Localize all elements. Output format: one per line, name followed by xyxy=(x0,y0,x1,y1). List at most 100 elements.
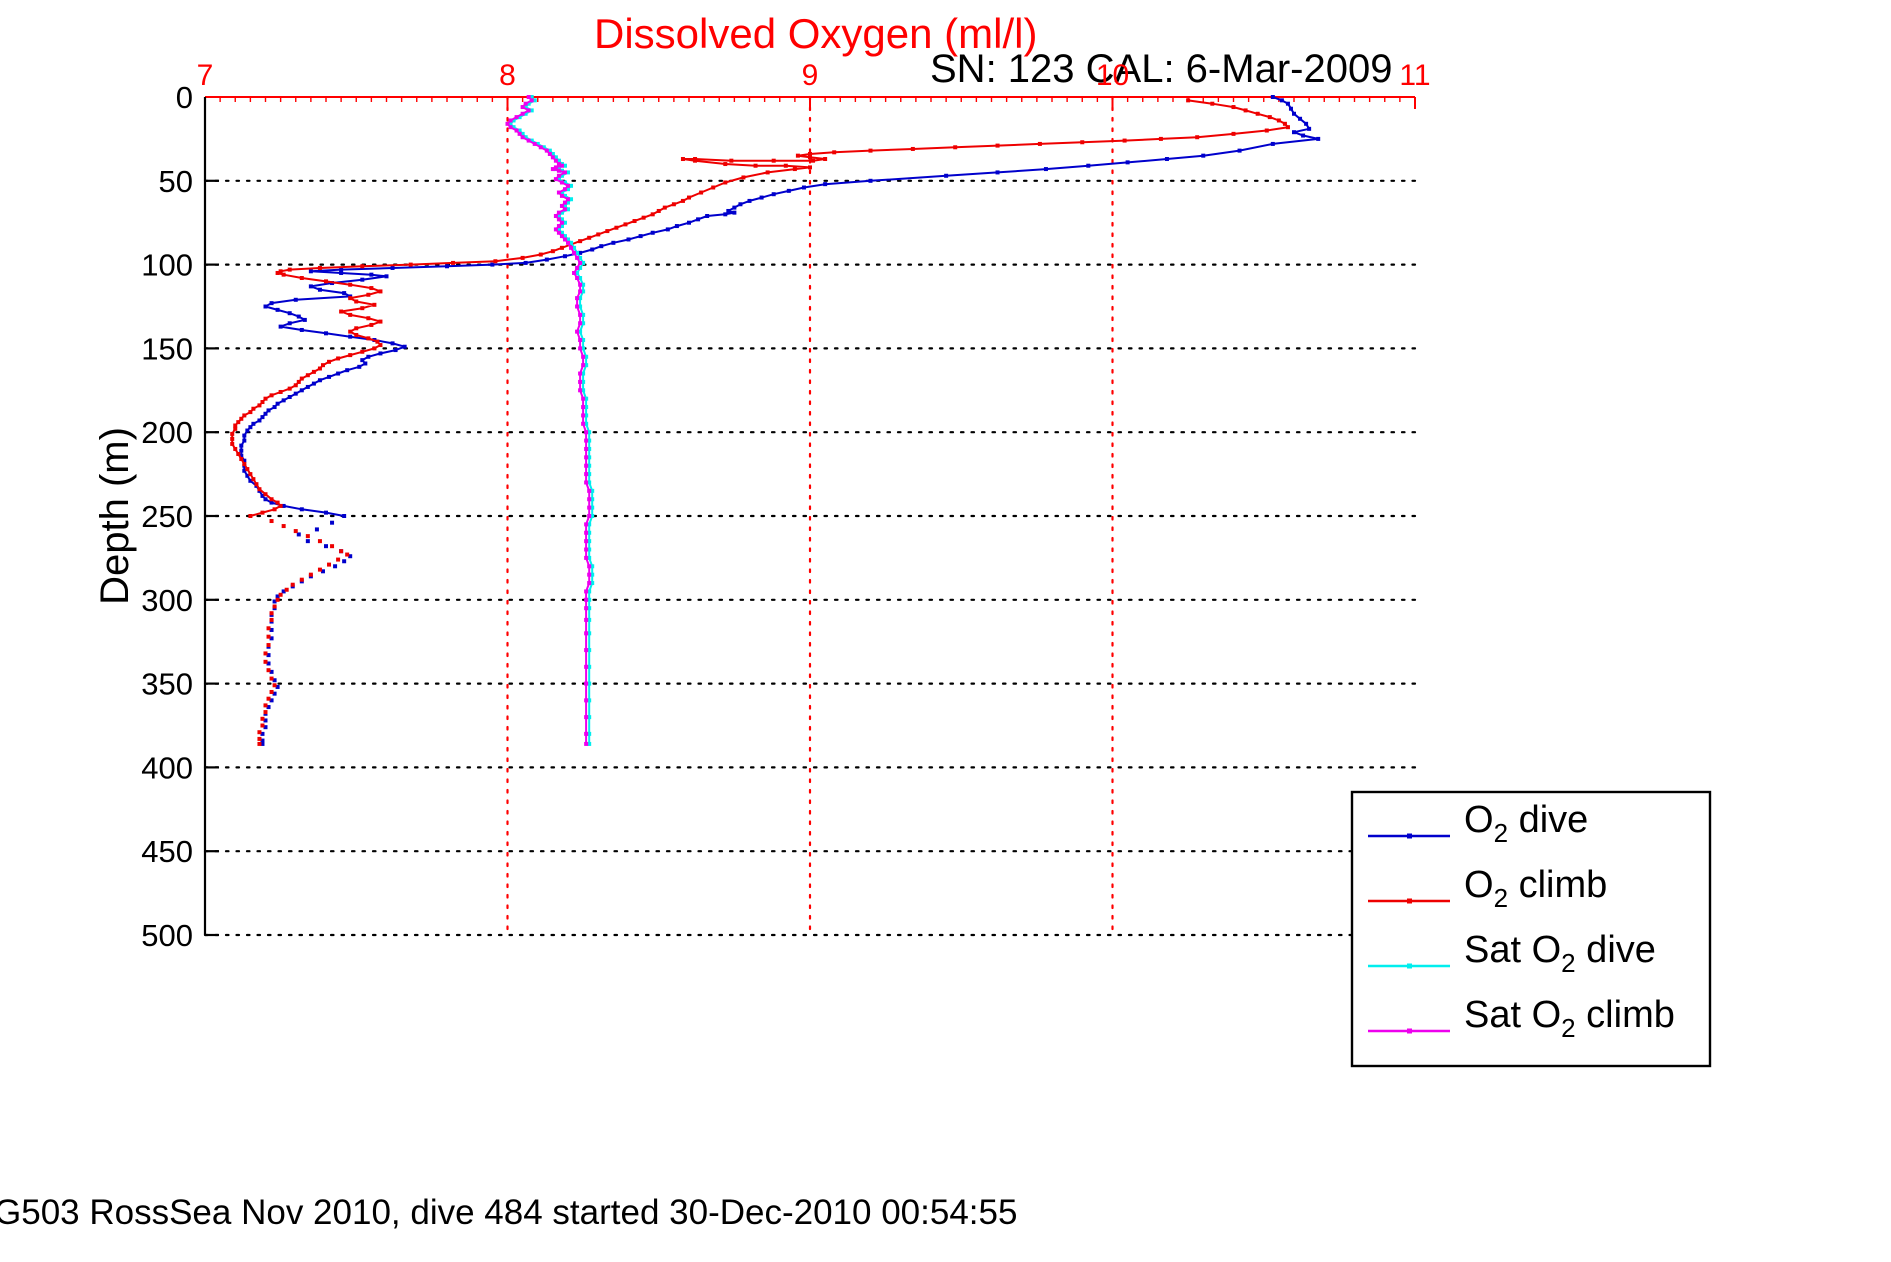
data-point xyxy=(269,676,274,681)
data-point xyxy=(614,225,619,230)
data-point xyxy=(584,413,589,418)
data-point xyxy=(638,234,643,239)
data-point xyxy=(590,247,595,252)
data-point xyxy=(230,436,235,441)
data-point xyxy=(584,455,589,460)
data-point xyxy=(348,353,353,358)
data-point xyxy=(1292,130,1296,135)
data-point xyxy=(723,212,728,217)
data-point xyxy=(272,683,277,688)
data-point xyxy=(559,163,564,168)
data-point xyxy=(584,480,589,485)
data-point xyxy=(801,185,806,190)
series-sat-o2-climb xyxy=(505,95,592,746)
data-point xyxy=(587,597,592,602)
data-point xyxy=(290,582,295,587)
data-point xyxy=(529,95,534,99)
data-point xyxy=(357,364,362,369)
data-point xyxy=(317,378,322,383)
data-point xyxy=(823,157,828,162)
data-point xyxy=(584,555,589,560)
x-tick-label-11: 11 xyxy=(1399,59,1430,92)
data-point xyxy=(287,311,292,316)
data-point xyxy=(275,684,280,689)
data-point xyxy=(317,265,322,270)
data-point xyxy=(1164,157,1169,162)
data-point xyxy=(723,162,728,167)
data-point xyxy=(372,346,377,351)
data-point xyxy=(260,738,265,743)
data-point xyxy=(369,272,374,277)
data-point xyxy=(578,289,583,294)
data-point xyxy=(532,98,537,103)
data-point xyxy=(550,249,555,254)
data-point xyxy=(287,386,292,391)
data-point xyxy=(671,202,676,207)
data-point xyxy=(257,403,262,408)
data-point xyxy=(566,187,570,192)
data-point xyxy=(1243,108,1248,113)
data-point xyxy=(242,433,247,438)
data-point xyxy=(792,167,797,172)
data-point xyxy=(269,611,274,616)
data-point xyxy=(272,405,277,410)
data-point xyxy=(587,698,592,703)
legend-item-sat-o2-dive[interactable]: Sat O2 dive xyxy=(1368,929,1656,978)
data-point xyxy=(348,282,353,287)
data-point xyxy=(266,661,271,666)
legend-marker xyxy=(1407,1028,1412,1034)
legend-label-o2-climb: O2 climb xyxy=(1464,864,1607,913)
data-point xyxy=(305,384,310,389)
data-point xyxy=(281,398,286,403)
data-point xyxy=(687,195,691,200)
data-point xyxy=(590,505,595,510)
data-point xyxy=(562,207,567,212)
data-point xyxy=(559,190,564,195)
data-point xyxy=(348,334,353,339)
legend-item-sat-o2-climb[interactable]: Sat O2 climb xyxy=(1368,994,1675,1043)
data-point xyxy=(233,446,238,451)
data-point xyxy=(556,173,561,178)
data-point xyxy=(556,230,561,235)
data-point xyxy=(1298,116,1303,121)
data-point xyxy=(375,339,380,344)
data-point xyxy=(587,547,592,552)
data-point xyxy=(732,210,737,215)
data-point xyxy=(584,741,589,746)
data-point xyxy=(581,371,586,376)
data-point xyxy=(696,217,701,222)
data-point xyxy=(808,165,812,170)
data-point xyxy=(599,244,604,249)
data-point xyxy=(269,500,274,505)
legend-item-o2-climb[interactable]: O2 climb xyxy=(1368,864,1607,913)
data-point xyxy=(260,415,265,420)
data-point xyxy=(575,270,580,275)
data-point xyxy=(293,383,298,388)
data-point xyxy=(330,520,335,525)
data-point xyxy=(526,108,531,113)
legend[interactable]: O2 dive O2 climb Sat O2 dive Sat O2 climb xyxy=(1350,790,1712,1068)
data-point xyxy=(587,514,592,518)
data-point xyxy=(278,324,283,329)
data-point xyxy=(596,232,601,237)
data-point xyxy=(578,388,583,393)
data-point xyxy=(248,478,253,483)
data-point xyxy=(293,297,298,302)
data-point xyxy=(566,183,570,188)
data-point xyxy=(611,240,616,245)
data-point xyxy=(311,381,316,386)
data-point xyxy=(795,153,800,158)
data-point xyxy=(581,354,586,359)
data-point xyxy=(327,374,332,379)
data-point xyxy=(587,617,592,622)
y-tick-label-100: 100 xyxy=(141,248,193,283)
legend-item-o2-dive[interactable]: O2 dive xyxy=(1368,799,1588,848)
data-point xyxy=(345,368,350,373)
data-point xyxy=(490,262,495,267)
data-point xyxy=(550,167,555,172)
data-point xyxy=(584,438,589,443)
chart-subtitle: SN: 123 CAL: 6-Mar-2009 xyxy=(930,47,1392,91)
data-point xyxy=(239,453,244,458)
